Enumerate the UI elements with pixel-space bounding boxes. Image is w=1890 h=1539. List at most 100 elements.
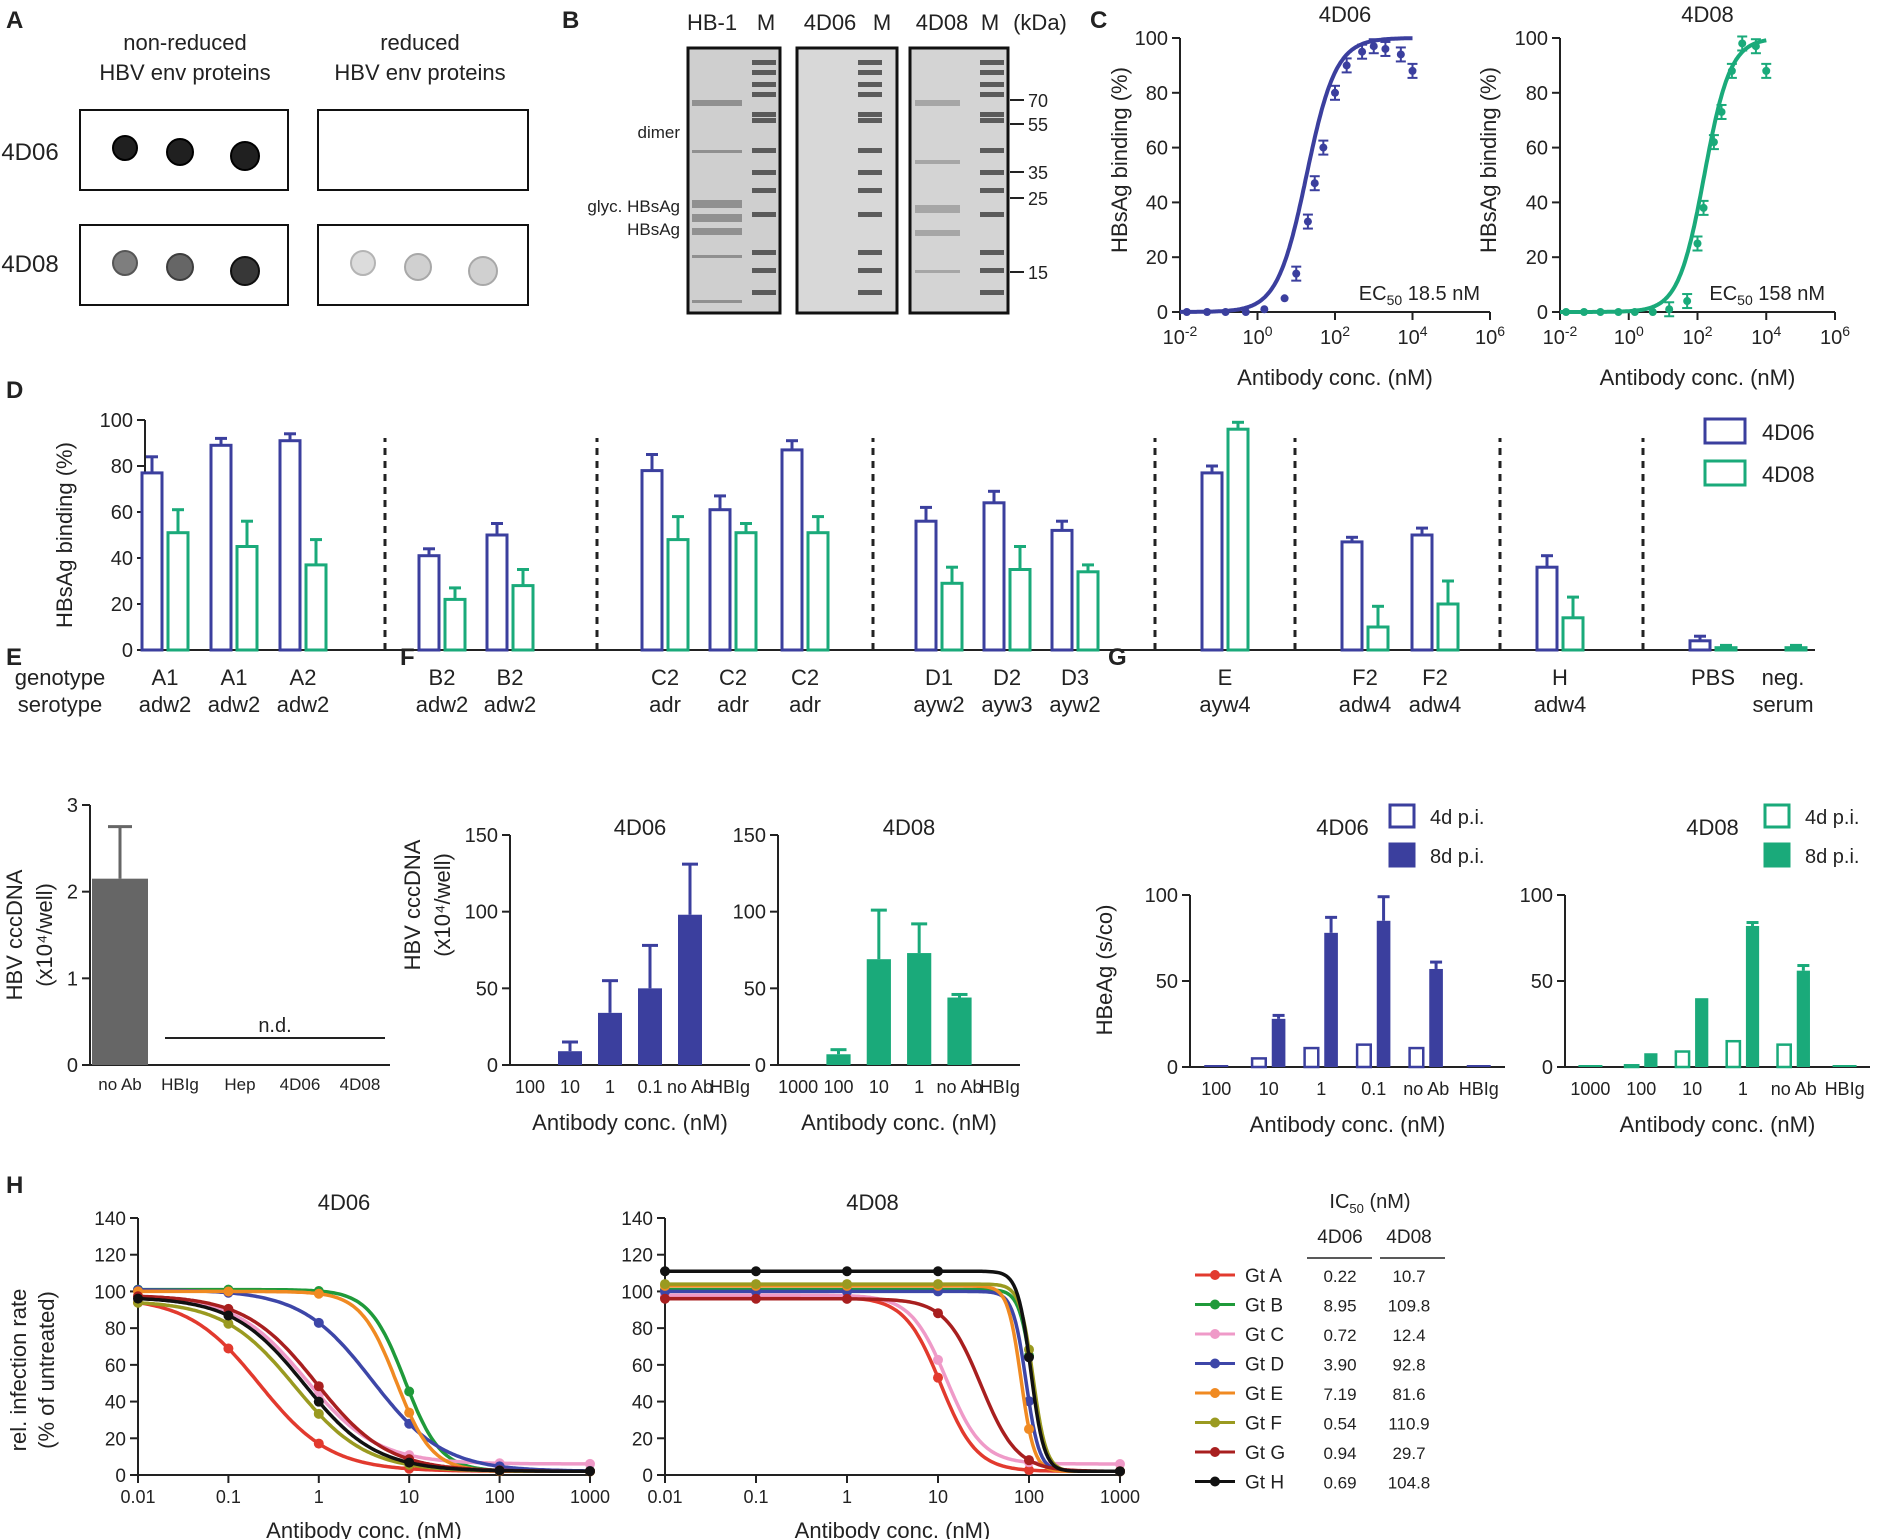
y-tick-label: 60 <box>111 502 133 524</box>
legend-label: Gt B <box>1245 1296 1283 1317</box>
ladder-band <box>858 118 882 123</box>
y-tick-label: 80 <box>1146 83 1168 105</box>
y-tick-label: 50 <box>1531 971 1553 993</box>
fit-curve-Gt-H <box>137 1296 590 1474</box>
bar <box>806 531 830 652</box>
bar <box>511 584 535 652</box>
x-tick-label: 1 <box>1738 1079 1748 1099</box>
y-tick-label: 150 <box>465 825 498 847</box>
y-tick-label: 100 <box>465 902 498 924</box>
x-tick-label: Hep <box>224 1075 255 1094</box>
gel-band <box>692 150 742 153</box>
bar-4d <box>1355 1043 1372 1069</box>
panel-letter-F: F <box>400 644 415 671</box>
y-tick-label: 50 <box>1156 971 1178 993</box>
x-tick-label: 100 <box>1614 323 1644 349</box>
genotype-label: F2 <box>1422 665 1448 690</box>
band-label: dimer <box>637 123 680 142</box>
blot-membrane <box>317 109 529 191</box>
data-point <box>223 1343 234 1354</box>
serotype-label: adw4 <box>1339 692 1392 717</box>
x-tick-label: 10 <box>560 1077 580 1097</box>
genotype-label: PBS <box>1691 665 1735 690</box>
y-tick-label: 60 <box>1526 138 1548 160</box>
x-tick-label: 100 <box>515 1077 545 1097</box>
data-point <box>1260 305 1269 314</box>
x-tick-label: no Ab <box>936 1077 982 1097</box>
ic50-header-4D06: 4D06 <box>1317 1227 1362 1248</box>
y-tick-label: 50 <box>476 978 498 1000</box>
x-tick-label: 10 <box>399 1487 419 1507</box>
bar <box>940 581 964 652</box>
legend-marker <box>1210 1329 1220 1339</box>
y-tick-label: 3 <box>67 795 78 817</box>
data-point <box>933 1354 943 1365</box>
blot-header-line1: non-reduced <box>123 30 247 55</box>
ladder-band <box>980 82 1004 87</box>
legend-marker <box>1210 1299 1220 1310</box>
x-tick-label: 10 <box>869 1077 889 1097</box>
data-point <box>1614 308 1623 316</box>
data-point <box>1024 1465 1034 1476</box>
ic50-table-title: IC50 (nM) <box>1329 1191 1410 1216</box>
y-tick-label: 2 <box>67 882 78 904</box>
bar <box>1076 570 1100 652</box>
y-tick-label: 60 <box>632 1356 653 1377</box>
legend-marker <box>1210 1358 1220 1369</box>
ic50-value: 104.8 <box>1388 1474 1431 1493</box>
blot-spot <box>112 135 138 161</box>
bar <box>638 988 662 1065</box>
legend-label: 4D06 <box>1762 420 1815 445</box>
bar <box>1714 646 1738 652</box>
y-axis-title: HBeAg (s/co) <box>1092 905 1117 1036</box>
chart-title: 4D08 <box>1686 815 1739 840</box>
y-tick-label: 0 <box>755 1055 766 1077</box>
x-tick-label: 1 <box>314 1487 324 1507</box>
x-tick-label: no Ab <box>98 1075 142 1094</box>
legend-swatch <box>1763 842 1791 868</box>
data-point <box>1024 1396 1034 1407</box>
genotype-label: D3 <box>1061 665 1089 690</box>
data-point <box>494 1465 505 1476</box>
ladder-band <box>858 70 882 75</box>
bar <box>914 519 938 652</box>
genotype-label: A1 <box>152 665 179 690</box>
blot-header-line2: HBV env proteins <box>99 60 270 85</box>
genotype-label: C2 <box>719 665 747 690</box>
serotype-label: adw2 <box>139 692 192 717</box>
bar-4d <box>1674 1050 1691 1069</box>
x-tick-label: HBIg <box>980 1077 1020 1097</box>
x-tick-label: 0.1 <box>637 1077 662 1097</box>
lane-label: (kDa) <box>1013 10 1067 35</box>
gel-band <box>692 255 742 258</box>
ladder-band <box>752 212 776 217</box>
data-point <box>1182 308 1191 316</box>
x-tick-label: 1 <box>605 1077 615 1097</box>
bar <box>1410 533 1434 652</box>
legend-label: 4d p.i. <box>1430 807 1484 829</box>
ec50-annotation: EC50 18.5 nM <box>1359 283 1480 308</box>
data-point <box>933 1308 943 1319</box>
serotype-label: serum <box>1752 692 1813 717</box>
serotype-label: adw2 <box>208 692 261 717</box>
y-tick-label: 40 <box>105 1393 126 1414</box>
ladder-band <box>858 60 882 65</box>
x-tick-label: 100 <box>1201 1079 1231 1099</box>
y-axis-title: (% of untreated) <box>34 1291 59 1449</box>
ic50-value: 92.8 <box>1392 1356 1425 1375</box>
legend-label: Gt H <box>1245 1473 1284 1494</box>
y-tick-label: 0 <box>1167 1057 1178 1079</box>
ladder-band <box>858 112 882 117</box>
bar <box>982 501 1006 652</box>
x-tick-label: 10-2 <box>1163 323 1198 349</box>
data-point <box>313 1408 324 1419</box>
y-tick-label: 50 <box>744 978 766 1000</box>
y-tick-label: 0 <box>122 640 133 662</box>
gel-lane-box <box>795 46 899 315</box>
bar <box>278 439 302 652</box>
ladder-band <box>858 290 882 295</box>
legend-swatch <box>1388 803 1416 829</box>
serotype-label: adw2 <box>416 692 469 717</box>
data-point <box>1630 308 1639 316</box>
gel-band <box>915 160 960 164</box>
